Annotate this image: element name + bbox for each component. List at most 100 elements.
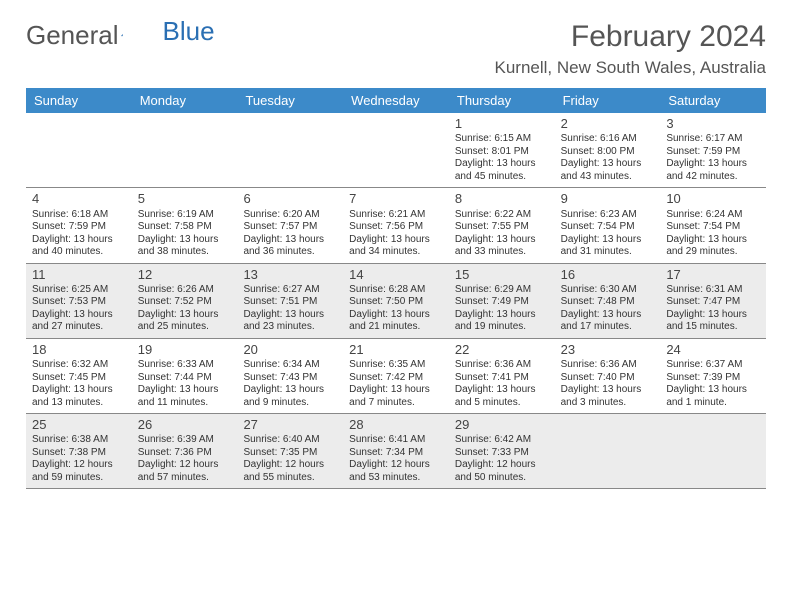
- day-sr: Sunrise: 6:39 AM: [138, 434, 232, 447]
- day-d2: and 59 minutes.: [32, 472, 126, 485]
- day-sr: Sunrise: 6:20 AM: [243, 209, 337, 222]
- day-d1: Daylight: 13 hours: [455, 384, 549, 397]
- day-ss: Sunset: 7:36 PM: [138, 447, 232, 460]
- day-d2: and 38 minutes.: [138, 246, 232, 259]
- day-sr: Sunrise: 6:22 AM: [455, 209, 549, 222]
- day-d1: Daylight: 13 hours: [138, 309, 232, 322]
- day-number: 16: [561, 267, 655, 283]
- day-d1: Daylight: 13 hours: [32, 384, 126, 397]
- day-number: 29: [455, 417, 549, 433]
- day-d1: Daylight: 13 hours: [561, 158, 655, 171]
- day-cell: 14Sunrise: 6:28 AMSunset: 7:50 PMDayligh…: [343, 264, 449, 338]
- day-d2: and 19 minutes.: [455, 321, 549, 334]
- day-sr: Sunrise: 6:32 AM: [32, 359, 126, 372]
- day-d2: and 11 minutes.: [138, 397, 232, 410]
- day-header-sun: Sunday: [26, 88, 132, 113]
- day-d2: and 34 minutes.: [349, 246, 443, 259]
- day-sr: Sunrise: 6:16 AM: [561, 133, 655, 146]
- day-sr: Sunrise: 6:31 AM: [666, 284, 760, 297]
- day-cell: [26, 113, 132, 187]
- day-d1: Daylight: 13 hours: [243, 234, 337, 247]
- day-sr: Sunrise: 6:15 AM: [455, 133, 549, 146]
- day-d1: Daylight: 13 hours: [243, 384, 337, 397]
- day-sr: Sunrise: 6:24 AM: [666, 209, 760, 222]
- day-d2: and 53 minutes.: [349, 472, 443, 485]
- day-d2: and 27 minutes.: [32, 321, 126, 334]
- day-ss: Sunset: 7:59 PM: [666, 146, 760, 159]
- day-cell: 11Sunrise: 6:25 AMSunset: 7:53 PMDayligh…: [26, 264, 132, 338]
- day-number: 18: [32, 342, 126, 358]
- day-cell: 10Sunrise: 6:24 AMSunset: 7:54 PMDayligh…: [660, 188, 766, 262]
- day-cell: 20Sunrise: 6:34 AMSunset: 7:43 PMDayligh…: [237, 339, 343, 413]
- day-d2: and 40 minutes.: [32, 246, 126, 259]
- day-d1: Daylight: 13 hours: [455, 309, 549, 322]
- day-d1: Daylight: 13 hours: [349, 309, 443, 322]
- day-cell: 5Sunrise: 6:19 AMSunset: 7:58 PMDaylight…: [132, 188, 238, 262]
- location-text: Kurnell, New South Wales, Australia: [495, 58, 767, 78]
- day-number: 7: [349, 191, 443, 207]
- day-cell: 16Sunrise: 6:30 AMSunset: 7:48 PMDayligh…: [555, 264, 661, 338]
- day-ss: Sunset: 7:57 PM: [243, 221, 337, 234]
- calendar-header-row: Sunday Monday Tuesday Wednesday Thursday…: [26, 88, 766, 113]
- day-number: 11: [32, 267, 126, 283]
- calendar-week-row: 4Sunrise: 6:18 AMSunset: 7:59 PMDaylight…: [26, 188, 766, 263]
- day-d2: and 57 minutes.: [138, 472, 232, 485]
- day-d1: Daylight: 13 hours: [138, 384, 232, 397]
- day-ss: Sunset: 7:48 PM: [561, 296, 655, 309]
- day-d1: Daylight: 13 hours: [561, 309, 655, 322]
- day-d1: Daylight: 12 hours: [455, 459, 549, 472]
- day-cell: 22Sunrise: 6:36 AMSunset: 7:41 PMDayligh…: [449, 339, 555, 413]
- day-d2: and 13 minutes.: [32, 397, 126, 410]
- day-cell: 28Sunrise: 6:41 AMSunset: 7:34 PMDayligh…: [343, 414, 449, 488]
- day-sr: Sunrise: 6:36 AM: [561, 359, 655, 372]
- day-number: 23: [561, 342, 655, 358]
- day-d2: and 50 minutes.: [455, 472, 549, 485]
- calendar-week-row: 25Sunrise: 6:38 AMSunset: 7:38 PMDayligh…: [26, 414, 766, 489]
- day-d1: Daylight: 13 hours: [32, 234, 126, 247]
- day-cell: 12Sunrise: 6:26 AMSunset: 7:52 PMDayligh…: [132, 264, 238, 338]
- day-cell: 23Sunrise: 6:36 AMSunset: 7:40 PMDayligh…: [555, 339, 661, 413]
- day-d2: and 5 minutes.: [455, 397, 549, 410]
- day-d2: and 42 minutes.: [666, 171, 760, 184]
- day-d2: and 55 minutes.: [243, 472, 337, 485]
- logo-text-1: General: [26, 20, 119, 51]
- day-number: 3: [666, 116, 760, 132]
- day-number: 27: [243, 417, 337, 433]
- day-ss: Sunset: 7:43 PM: [243, 372, 337, 385]
- day-d2: and 25 minutes.: [138, 321, 232, 334]
- day-d1: Daylight: 13 hours: [455, 234, 549, 247]
- day-cell: 21Sunrise: 6:35 AMSunset: 7:42 PMDayligh…: [343, 339, 449, 413]
- day-d2: and 7 minutes.: [349, 397, 443, 410]
- day-cell: [343, 113, 449, 187]
- day-cell: 1Sunrise: 6:15 AMSunset: 8:01 PMDaylight…: [449, 113, 555, 187]
- day-sr: Sunrise: 6:28 AM: [349, 284, 443, 297]
- day-d1: Daylight: 13 hours: [666, 158, 760, 171]
- day-header-mon: Monday: [132, 88, 238, 113]
- calendar-body: 1Sunrise: 6:15 AMSunset: 8:01 PMDaylight…: [26, 113, 766, 489]
- day-sr: Sunrise: 6:36 AM: [455, 359, 549, 372]
- day-sr: Sunrise: 6:23 AM: [561, 209, 655, 222]
- day-sr: Sunrise: 6:29 AM: [455, 284, 549, 297]
- day-cell: [555, 414, 661, 488]
- day-cell: 27Sunrise: 6:40 AMSunset: 7:35 PMDayligh…: [237, 414, 343, 488]
- day-number: 12: [138, 267, 232, 283]
- day-number: 26: [138, 417, 232, 433]
- day-number: 4: [32, 191, 126, 207]
- day-header-thu: Thursday: [449, 88, 555, 113]
- day-number: 28: [349, 417, 443, 433]
- day-ss: Sunset: 7:54 PM: [666, 221, 760, 234]
- logo: General Blue: [26, 20, 197, 51]
- day-sr: Sunrise: 6:25 AM: [32, 284, 126, 297]
- day-header-wed: Wednesday: [343, 88, 449, 113]
- day-cell: 3Sunrise: 6:17 AMSunset: 7:59 PMDaylight…: [660, 113, 766, 187]
- day-d2: and 15 minutes.: [666, 321, 760, 334]
- day-d2: and 21 minutes.: [349, 321, 443, 334]
- day-d2: and 36 minutes.: [243, 246, 337, 259]
- day-sr: Sunrise: 6:26 AM: [138, 284, 232, 297]
- day-d2: and 29 minutes.: [666, 246, 760, 259]
- day-sr: Sunrise: 6:42 AM: [455, 434, 549, 447]
- day-cell: 25Sunrise: 6:38 AMSunset: 7:38 PMDayligh…: [26, 414, 132, 488]
- day-cell: 24Sunrise: 6:37 AMSunset: 7:39 PMDayligh…: [660, 339, 766, 413]
- day-sr: Sunrise: 6:40 AM: [243, 434, 337, 447]
- day-header-sat: Saturday: [660, 88, 766, 113]
